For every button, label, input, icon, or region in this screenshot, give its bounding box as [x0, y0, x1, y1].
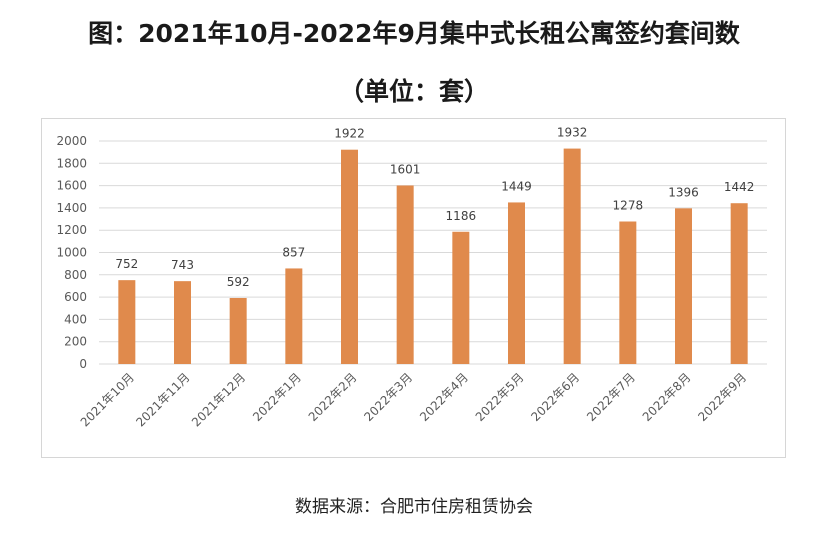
x-tick-label: 2022年5月 — [473, 370, 527, 424]
bar — [396, 185, 414, 364]
y-tick-label: 200 — [64, 335, 87, 349]
data-label: 743 — [171, 258, 194, 272]
y-tick-label: 0 — [79, 357, 87, 371]
y-tick-label: 1800 — [56, 156, 87, 170]
chart-area: 0 200 400 600 800 1000 1200 1400 1600 1800 2000 752… — [41, 118, 786, 458]
y-tick-label: 1000 — [56, 246, 87, 260]
data-label: 1396 — [668, 185, 699, 199]
x-tick-label: 2022年8月 — [640, 370, 694, 424]
y-tick-label: 400 — [64, 312, 87, 326]
data-label: 1186 — [446, 209, 477, 223]
x-tick-label: 2022年7月 — [584, 370, 638, 424]
y-tick-label: 2000 — [56, 134, 87, 148]
x-tick-label: 2022年9月 — [695, 370, 749, 424]
bar — [341, 149, 358, 364]
bar — [452, 231, 470, 364]
bar — [174, 281, 191, 364]
source-note: 数据来源：合肥市住房租赁协会 — [295, 497, 533, 517]
x-tick-label: 2021年11月 — [133, 370, 192, 429]
data-label: 752 — [115, 257, 138, 271]
y-tick-label: 800 — [64, 268, 87, 282]
chart-title: 图：2021年10月-2022年9月集中式长租公寓签约套间数 — [88, 19, 740, 48]
bar — [730, 203, 748, 364]
data-label: 857 — [282, 245, 305, 259]
x-tick-label: 2022年2月 — [306, 370, 360, 424]
data-label: 1449 — [501, 179, 532, 193]
bar — [619, 221, 637, 364]
y-tick-label: 600 — [64, 290, 87, 304]
bar — [118, 280, 136, 364]
data-label: 592 — [227, 275, 250, 289]
x-tick-label: 2022年3月 — [361, 370, 415, 424]
x-tick-label: 2022年6月 — [528, 370, 582, 424]
data-label: 1922 — [334, 127, 365, 141]
data-label: 1442 — [724, 180, 755, 194]
x-tick-label: 2021年12月 — [189, 370, 248, 429]
y-tick-label: 1200 — [56, 223, 87, 237]
bar — [508, 202, 525, 364]
bar — [229, 297, 247, 364]
bar — [563, 148, 581, 364]
x-tick-label: 2022年1月 — [250, 370, 304, 424]
y-tick-label: 1400 — [56, 201, 87, 215]
chart-subtitle: （单位：套） — [338, 77, 489, 106]
x-tick-label: 2022年4月 — [417, 370, 471, 424]
y-tick-label: 1600 — [56, 179, 87, 193]
bar — [285, 268, 303, 364]
bar-chart: 0 200 400 600 800 1000 1200 1400 1600 1800 2000 752… — [56, 126, 767, 429]
data-label: 1601 — [390, 162, 421, 176]
data-label: 1278 — [613, 199, 644, 213]
bar — [675, 208, 692, 364]
data-label: 1932 — [557, 126, 588, 140]
x-tick-label: 2021年10月 — [78, 370, 137, 429]
